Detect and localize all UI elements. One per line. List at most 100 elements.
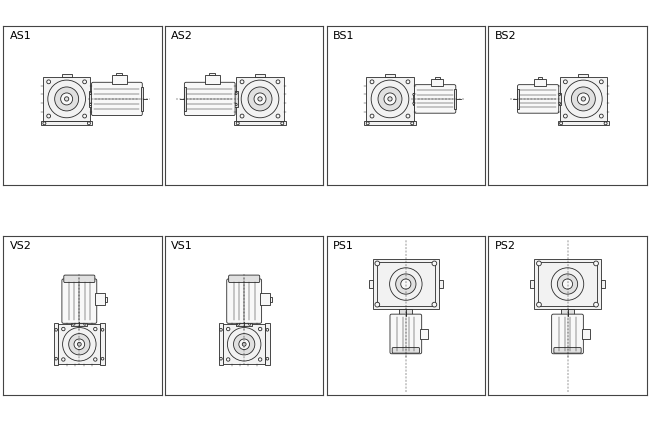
Circle shape	[564, 80, 602, 118]
Circle shape	[557, 274, 578, 294]
Circle shape	[389, 268, 422, 300]
Bar	[105, 296, 107, 301]
Bar	[95, 293, 105, 305]
Circle shape	[537, 261, 541, 266]
Circle shape	[259, 328, 262, 331]
Circle shape	[276, 80, 280, 84]
Bar	[435, 77, 439, 79]
Bar	[582, 329, 590, 339]
Bar	[454, 89, 456, 109]
Bar	[367, 77, 413, 121]
Circle shape	[83, 114, 86, 118]
Circle shape	[254, 93, 266, 105]
Circle shape	[266, 328, 268, 331]
Circle shape	[55, 328, 57, 331]
Circle shape	[77, 342, 81, 346]
Circle shape	[220, 357, 222, 360]
Bar	[100, 323, 105, 365]
Circle shape	[406, 114, 410, 118]
Circle shape	[43, 122, 46, 125]
Circle shape	[537, 302, 541, 307]
Circle shape	[220, 328, 222, 331]
Text: AS1: AS1	[10, 31, 31, 41]
Circle shape	[281, 122, 284, 125]
Bar	[54, 323, 58, 365]
Circle shape	[233, 333, 255, 355]
FancyBboxPatch shape	[390, 314, 422, 354]
Circle shape	[90, 92, 92, 94]
Bar	[369, 280, 372, 288]
Circle shape	[101, 357, 104, 360]
Bar	[265, 323, 270, 365]
Bar	[184, 87, 186, 111]
Circle shape	[73, 323, 75, 325]
Circle shape	[236, 122, 239, 125]
FancyBboxPatch shape	[92, 82, 142, 116]
Circle shape	[375, 261, 380, 266]
FancyBboxPatch shape	[227, 279, 261, 323]
Circle shape	[396, 274, 416, 294]
Circle shape	[384, 93, 396, 105]
FancyBboxPatch shape	[552, 314, 583, 354]
Circle shape	[242, 342, 246, 346]
Bar	[236, 322, 252, 326]
Text: VS2: VS2	[10, 241, 31, 251]
FancyBboxPatch shape	[415, 85, 456, 113]
Bar	[385, 74, 395, 77]
Circle shape	[581, 97, 586, 101]
Circle shape	[235, 92, 237, 94]
Bar	[58, 325, 100, 364]
Circle shape	[562, 279, 573, 289]
Circle shape	[560, 122, 563, 125]
Bar	[534, 79, 546, 86]
Circle shape	[564, 80, 567, 84]
Circle shape	[259, 358, 262, 361]
Circle shape	[240, 114, 244, 118]
Bar	[205, 75, 220, 84]
Circle shape	[370, 114, 374, 118]
Circle shape	[62, 328, 96, 361]
Text: BS1: BS1	[333, 31, 354, 41]
Circle shape	[239, 339, 250, 349]
Circle shape	[599, 80, 603, 84]
Circle shape	[413, 102, 415, 104]
Circle shape	[413, 93, 415, 96]
Bar	[376, 262, 435, 306]
Circle shape	[48, 80, 86, 118]
Bar	[116, 73, 122, 75]
Bar	[89, 91, 92, 107]
Circle shape	[258, 97, 262, 101]
Circle shape	[370, 80, 374, 84]
Circle shape	[564, 114, 567, 118]
Text: AS2: AS2	[171, 31, 193, 41]
Bar	[400, 309, 412, 315]
Circle shape	[375, 302, 380, 307]
Circle shape	[55, 357, 57, 360]
Circle shape	[69, 333, 90, 355]
Bar	[43, 77, 90, 121]
Circle shape	[226, 358, 230, 361]
Bar	[270, 296, 272, 301]
Circle shape	[47, 80, 51, 84]
Circle shape	[62, 358, 65, 361]
Text: PS1: PS1	[333, 241, 354, 251]
Circle shape	[266, 357, 268, 360]
Bar	[364, 121, 415, 125]
Circle shape	[406, 80, 410, 84]
Circle shape	[604, 122, 607, 125]
FancyBboxPatch shape	[392, 348, 419, 353]
Circle shape	[237, 323, 240, 325]
Text: BS2: BS2	[495, 31, 516, 41]
Circle shape	[248, 87, 272, 111]
Bar	[237, 77, 283, 121]
Bar	[413, 93, 415, 105]
Bar	[601, 280, 604, 288]
Circle shape	[411, 122, 414, 125]
Circle shape	[432, 261, 437, 266]
Circle shape	[371, 80, 409, 118]
Bar	[41, 121, 92, 125]
Circle shape	[388, 97, 392, 101]
FancyBboxPatch shape	[229, 275, 260, 282]
Bar	[223, 325, 265, 364]
Bar	[578, 74, 588, 77]
